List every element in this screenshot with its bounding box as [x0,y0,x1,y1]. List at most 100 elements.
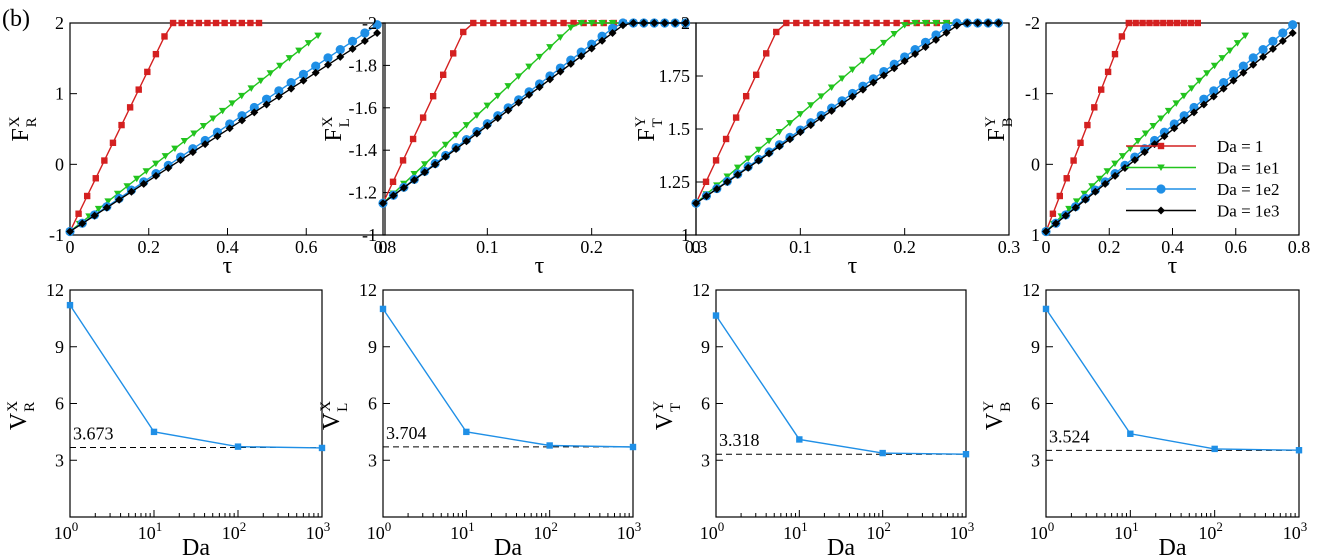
data-point [90,211,99,220]
data-point [1153,19,1160,27]
data-point [431,151,439,158]
series-da1e3 [692,19,1003,208]
data-point [775,128,784,136]
data-point [441,152,450,161]
data-point [618,21,627,30]
data-point [164,163,173,172]
data-point [399,183,408,192]
y-tick-label: 9 [55,337,64,357]
data-point [785,135,794,144]
data-point [1219,78,1229,88]
y-tick-label: 2 [681,13,690,33]
data-point [546,442,553,449]
data-point [671,19,680,27]
data-point [161,33,168,40]
x-tick-label: 102 [866,519,891,543]
data-point [480,19,487,27]
y-tick-label: 12 [692,280,710,300]
y-tick-label: -1 [49,225,64,245]
data-point [963,19,972,27]
data-point [629,443,637,451]
data-point [1187,19,1195,27]
x-tick-label: 0.4 [1161,237,1184,257]
series-line [382,22,655,204]
data-point [1042,305,1050,313]
data-point [1219,84,1228,93]
data-point [681,19,690,27]
data-point [973,19,982,27]
data-point [587,44,596,53]
x-tick-label: 100 [54,519,79,543]
data-point [295,47,303,55]
data-point [1111,160,1119,168]
data-point [1084,121,1091,129]
data-point [409,135,417,143]
data-point [1118,153,1127,160]
data-point [286,78,296,88]
data-point [490,19,497,27]
data-point [754,146,763,154]
data-point [221,19,228,27]
data-point [126,104,134,111]
y-tick-label: -1.6 [349,98,378,118]
y-tick-label: -1.2 [349,183,378,203]
data-point [372,20,382,30]
data-point [1180,116,1189,125]
data-point [773,28,780,36]
data-point [238,19,246,27]
data-point [1056,192,1063,200]
y-tick-label: 9 [1031,337,1040,357]
data-point [1190,108,1199,117]
data-point [1258,44,1268,55]
data-point [348,44,357,53]
legend-label: Da = 1e1 [1217,159,1279,178]
data-point [1118,33,1126,40]
data-point [1157,115,1165,122]
x-tick-label: 103 [617,519,642,543]
data-point [255,19,263,27]
data-point [171,145,179,153]
plot-frame [382,289,634,518]
x-tick-label: 0.8 [374,237,397,257]
data-point [1111,50,1119,58]
velocity-plot-VyT: 100 101 102 103 3 6 9 12 Da VYT 3.318 [651,280,974,557]
data-point [452,131,460,139]
data-point [869,78,878,87]
force-plot-FxL: 0 0.1 0.2 0.3 -1 -1.2 -1.4 -1.6 -1.8 -2 τ FXL [320,13,707,279]
data-point [230,19,237,27]
data-point [262,100,271,109]
data-point [1259,52,1268,61]
y-tick-label: 3 [701,450,710,470]
data-point [102,203,111,212]
data-point [180,138,189,145]
data-point [984,19,993,27]
data-point [863,19,870,27]
data-point [994,19,1003,27]
data-point [858,85,867,94]
data-point [470,19,477,27]
x-axis-label: Da [494,535,522,557]
data-point [347,36,358,46]
data-point [793,19,800,27]
data-point [869,48,878,56]
data-point [1042,227,1050,236]
data-point [1278,36,1287,45]
x-tick-label: 0.1 [476,237,499,257]
data-point [827,106,836,115]
data-point [806,121,815,130]
data-point [462,122,471,129]
data-point [540,19,547,27]
data-point [1180,19,1188,27]
data-point [285,55,294,62]
data-point [765,149,774,158]
data-point [530,19,537,27]
data-point [336,52,345,61]
data-point [178,19,185,27]
data-point [545,75,554,84]
y-tick-label: -1.4 [349,140,378,160]
data-point [450,50,457,57]
data-point [132,175,141,183]
data-point [796,436,803,443]
reference-label: 3.673 [73,424,114,444]
